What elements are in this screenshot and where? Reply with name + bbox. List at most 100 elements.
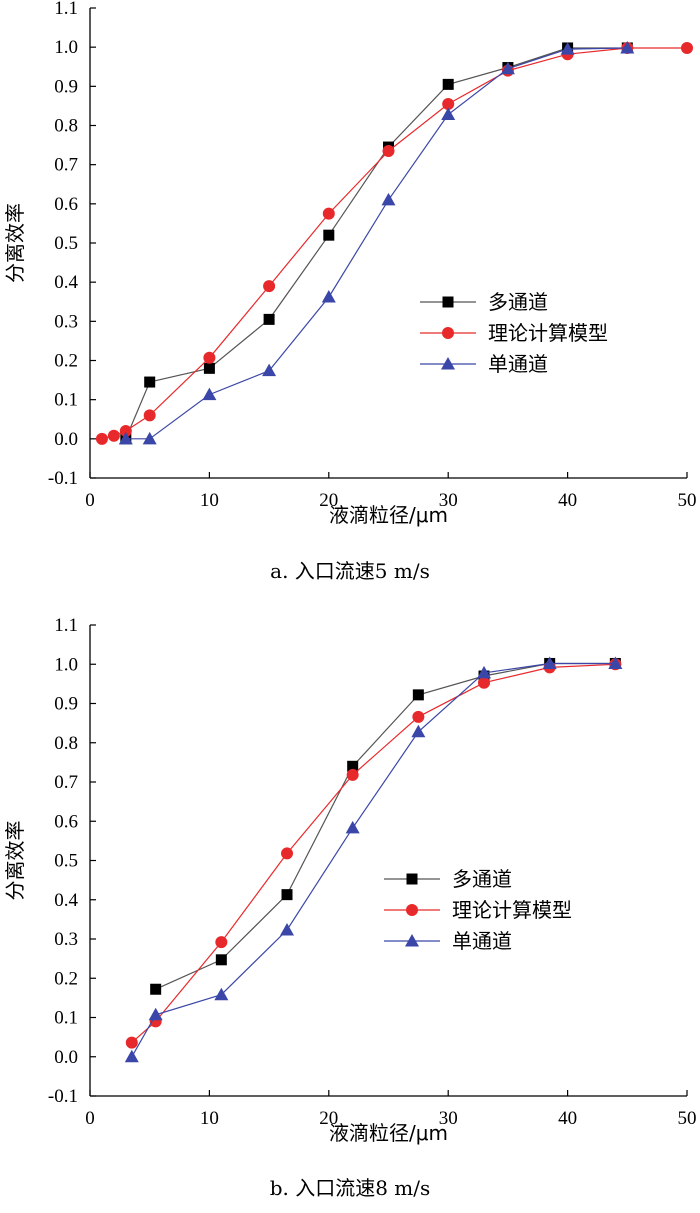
data-point xyxy=(542,656,557,669)
y-tick-label: 0.0 xyxy=(54,1047,78,1068)
legend-label: 多通道 xyxy=(488,290,548,314)
data-point xyxy=(124,1049,139,1063)
legend-marker xyxy=(441,357,455,370)
series-line xyxy=(131,663,616,1044)
chart-a: -0.1 0.0 0.1 0.2 0.3 0.4 0.5 0.6 0.7 0.8 0.9 1.0 1.1… xyxy=(3,0,697,583)
data-point xyxy=(280,922,295,936)
y-tick-label: 1.0 xyxy=(54,37,78,58)
data-point xyxy=(142,431,157,445)
series-line xyxy=(131,662,616,1058)
data-point xyxy=(148,1007,163,1021)
data-point xyxy=(150,983,162,995)
data-point xyxy=(681,41,693,54)
y-tick-label: 0.3 xyxy=(54,929,78,950)
data-point xyxy=(560,42,575,55)
data-point xyxy=(477,665,492,679)
y-tick-label: 1.1 xyxy=(54,615,78,636)
legend-marker xyxy=(405,934,419,947)
x-tick-label: 0 xyxy=(85,1108,95,1129)
x-axis-title: 液滴粒径/μm xyxy=(329,503,448,527)
data-point xyxy=(144,376,156,388)
legend-marker xyxy=(406,904,418,916)
y-tick-label: 1.0 xyxy=(54,654,78,675)
y-tick-label: 0.4 xyxy=(54,890,78,911)
data-point xyxy=(143,409,156,422)
y-tick-label: 0.0 xyxy=(54,429,78,450)
data-point xyxy=(620,40,635,54)
x-tick-label: 10 xyxy=(200,1108,219,1129)
y-tick-label: 0.7 xyxy=(54,772,78,793)
data-point xyxy=(323,229,335,241)
data-point xyxy=(442,78,454,90)
x-tick-label: 20 xyxy=(319,490,338,511)
x-tick-label: 10 xyxy=(200,490,219,511)
data-point xyxy=(203,362,215,374)
y-tick-label: 0.7 xyxy=(54,155,78,176)
x-tick-label: 0 xyxy=(85,490,95,511)
legend-marker xyxy=(406,873,418,885)
data-point xyxy=(322,207,335,220)
y-tick-label: 0.2 xyxy=(54,968,78,989)
data-point xyxy=(263,280,276,293)
y-tick-label: 0.6 xyxy=(54,194,78,215)
y-tick-label: 0.5 xyxy=(54,851,78,872)
data-point xyxy=(442,97,455,110)
x-tick-label: 30 xyxy=(439,1108,458,1129)
y-tick-label: -0.1 xyxy=(48,1086,78,1107)
y-tick-label: 0.9 xyxy=(54,76,78,97)
y-tick-label: 0.2 xyxy=(54,351,78,372)
y-tick-label: 0.1 xyxy=(54,390,78,411)
x-tick-label: 50 xyxy=(678,1108,697,1129)
data-point xyxy=(119,425,132,437)
legend-label: 多通道 xyxy=(452,867,512,891)
legend-label: 理论计算模型 xyxy=(488,321,608,345)
legend-label: 单通道 xyxy=(488,352,548,376)
y-tick-label: 0.3 xyxy=(54,311,78,332)
data-point xyxy=(412,710,425,723)
x-axis-title: 液滴粒径/μm xyxy=(329,1121,448,1145)
x-tick-label: 20 xyxy=(319,1108,338,1129)
series-line xyxy=(101,47,687,440)
y-tick-label: 0.8 xyxy=(54,733,78,754)
y-tick-label: 0.8 xyxy=(54,116,78,137)
legend-marker xyxy=(442,327,454,339)
data-point xyxy=(125,1036,138,1049)
figure-caption: b. 入口流速8 m/s xyxy=(270,1176,431,1200)
y-tick-label: 0.5 xyxy=(54,233,78,254)
series-line xyxy=(125,47,628,440)
y-axis-title: 分离效率 xyxy=(3,821,27,901)
legend-label: 单通道 xyxy=(452,929,512,953)
series-2 xyxy=(118,40,635,445)
data-point xyxy=(263,313,275,325)
data-point xyxy=(281,889,293,901)
data-point xyxy=(412,689,424,701)
data-point xyxy=(608,656,623,669)
data-point xyxy=(346,768,359,781)
data-point xyxy=(202,387,217,401)
series-2 xyxy=(124,656,623,1063)
data-point xyxy=(214,987,229,1001)
data-point xyxy=(203,351,216,364)
x-tick-label: 30 xyxy=(439,490,458,511)
y-tick-label: 1.1 xyxy=(54,0,78,19)
data-point xyxy=(500,61,515,75)
series-line xyxy=(125,47,628,440)
data-point xyxy=(262,363,277,377)
x-tick-label: 40 xyxy=(558,490,577,511)
y-tick-label: -0.1 xyxy=(48,468,78,489)
data-point xyxy=(321,290,336,303)
series-1 xyxy=(95,41,693,445)
data-point xyxy=(107,429,120,442)
y-axis-title: 分离效率 xyxy=(3,203,27,283)
x-tick-label: 40 xyxy=(558,1108,577,1129)
data-point xyxy=(215,954,227,966)
series-1 xyxy=(125,658,622,1049)
legend-marker xyxy=(442,296,454,308)
data-point xyxy=(118,431,133,445)
data-point xyxy=(215,936,228,949)
chart-b: -0.1 0.0 0.1 0.2 0.3 0.4 0.5 0.6 0.7 0.8 0.9 1.0 1.1… xyxy=(3,615,697,1200)
y-tick-label: 0.1 xyxy=(54,1008,78,1029)
